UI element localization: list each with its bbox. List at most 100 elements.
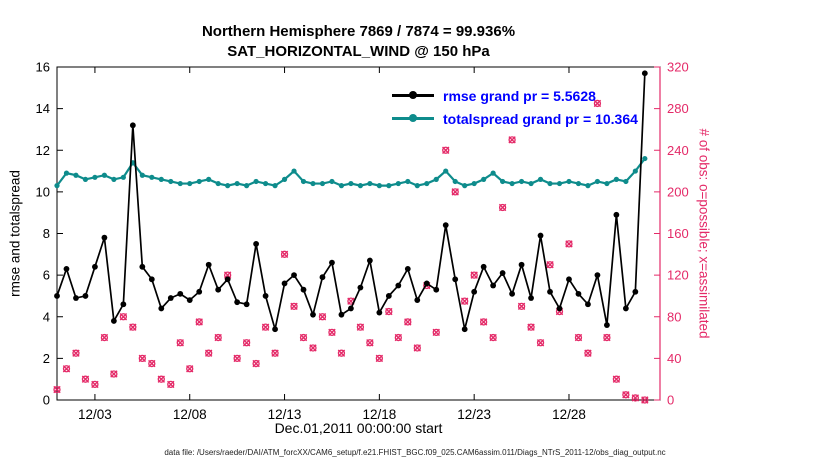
totalspread-marker: [500, 178, 506, 185]
rmse-marker: [575, 290, 582, 297]
rmse-marker: [556, 305, 563, 312]
rmse-marker: [139, 263, 146, 270]
rmse-marker: [253, 241, 260, 247]
obs-assimilated-marker: [261, 323, 270, 331]
obs-assimilated-marker: [641, 396, 649, 404]
obs-possible-marker: [574, 333, 583, 342]
obs-assimilated-marker: [413, 344, 421, 352]
totalspread-marker: [528, 180, 534, 187]
rmse-marker: [528, 295, 534, 301]
obs-assimilated-marker: [91, 380, 99, 389]
rmse-marker: [310, 311, 316, 318]
obs-assimilated-marker: [451, 188, 459, 196]
obs-assimilated-marker: [290, 302, 298, 311]
totalspread-marker: [158, 176, 164, 182]
obs-assimilated-marker: [356, 323, 365, 331]
obs-assimilated-marker: [138, 354, 147, 363]
obs-assimilated-marker: [223, 271, 232, 279]
obs-assimilated-marker: [565, 240, 573, 248]
x-tick-label: 12/03: [78, 407, 112, 422]
y-left-tick-label: 12: [36, 143, 50, 158]
totalspread-marker: [443, 168, 449, 174]
legend-entry-rmse: rmse grand pr = 5.5628: [392, 84, 638, 107]
totalspread-marker: [168, 178, 174, 185]
rmse-marker: [404, 265, 411, 272]
obs-assimilated-marker: [460, 297, 469, 305]
obs-possible-marker: [62, 365, 71, 373]
obs-possible-marker: [91, 380, 99, 389]
rmse-marker: [518, 261, 525, 268]
obs-assimilated-marker: [72, 349, 80, 357]
obs-possible-marker: [252, 359, 260, 368]
obs-possible-marker: [432, 328, 440, 337]
rmse-marker: [167, 295, 174, 301]
y-right-tick-label: 240: [667, 143, 689, 158]
obs-possible-marker: [508, 136, 516, 144]
obs-possible-marker: [527, 323, 535, 331]
obs-assimilated-marker: [517, 302, 526, 311]
legend-label-rmse: rmse grand pr = 5.5628: [443, 87, 596, 104]
obs-assimilated-marker: [612, 375, 621, 383]
totalspread-marker: [386, 183, 392, 189]
rmse-marker: [272, 326, 278, 333]
rmse-marker: [376, 309, 383, 316]
y-right-tick-label: 120: [667, 268, 689, 283]
obs-possible-marker: [641, 396, 649, 404]
obs-assimilated-marker: [186, 365, 194, 373]
obs-possible-marker: [356, 323, 365, 331]
y-right-tick-label: 200: [667, 184, 689, 199]
rmse-marker: [224, 276, 231, 283]
rmse-marker: [129, 122, 136, 129]
x-tick-label: 12/28: [552, 407, 586, 422]
rmse-marker: [73, 295, 79, 301]
totalspread-marker: [225, 183, 231, 189]
rmse-marker: [414, 297, 421, 303]
obs-possible-marker: [631, 394, 639, 402]
obs-assimilated-marker: [375, 354, 384, 363]
rmse-marker: [566, 276, 572, 283]
obs-possible-marker: [100, 333, 109, 342]
y-right-tick-label: 320: [667, 60, 689, 75]
obs-possible-marker: [53, 385, 61, 394]
rmse-marker: [395, 282, 402, 289]
obs-assimilated-marker: [309, 344, 317, 352]
y-right-tick-label: 80: [667, 309, 681, 324]
obs-assimilated-marker: [366, 339, 374, 347]
obs-assimilated-marker: [498, 203, 507, 212]
totalspread-marker: [537, 176, 544, 182]
rmse-marker: [215, 286, 222, 293]
totalspread-marker: [120, 174, 126, 180]
obs-possible-marker: [167, 380, 175, 389]
obs-possible-marker: [195, 318, 203, 326]
totalspread-marker: [187, 180, 193, 187]
totalspread-marker: [215, 180, 221, 187]
totalspread-marker: [433, 176, 439, 182]
obs-assimilated-marker: [584, 349, 592, 357]
rmse-marker: [622, 305, 629, 312]
obs-possible-marker: [375, 354, 384, 363]
rmse-marker: [547, 288, 553, 295]
y-right-tick-label: 280: [667, 101, 689, 116]
obs-possible-marker: [394, 333, 402, 342]
rmse-marker: [205, 261, 212, 268]
rmse-marker: [300, 286, 307, 293]
rmse-marker: [490, 282, 497, 289]
obs-possible-marker: [138, 354, 146, 363]
totalspread-marker: [424, 180, 430, 187]
obs-assimilated-marker: [81, 375, 90, 383]
rmse-marker: [196, 288, 203, 295]
rmse-marker: [329, 259, 335, 266]
obs-possible-marker: [517, 302, 526, 310]
totalspread-marker: [575, 180, 582, 187]
obs-possible-marker: [261, 323, 270, 331]
totalspread-marker: [196, 178, 202, 185]
rmse-marker: [641, 70, 648, 77]
totalspread-marker: [490, 170, 496, 176]
obs-possible-marker: [498, 203, 507, 212]
obs-assimilated-marker: [631, 394, 640, 402]
totalspread-marker: [111, 176, 117, 182]
obs-assimilated-marker: [53, 385, 61, 394]
totalspread-marker: [310, 180, 316, 187]
obs-possible-marker: [622, 391, 630, 399]
